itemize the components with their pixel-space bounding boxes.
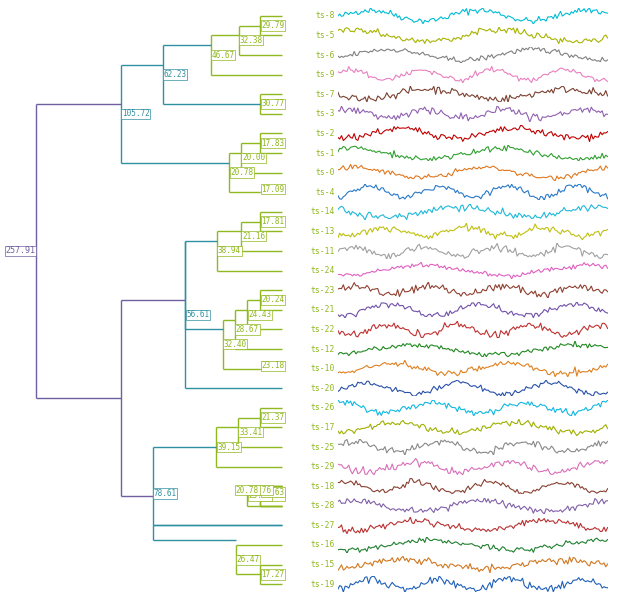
- Text: 21.37: 21.37: [262, 413, 285, 422]
- Text: 23.18: 23.18: [262, 361, 285, 370]
- Text: ts-12: ts-12: [311, 344, 335, 353]
- Text: 33.41: 33.41: [239, 428, 262, 437]
- Text: 17.83: 17.83: [262, 139, 285, 148]
- Text: 21.16: 21.16: [242, 232, 265, 241]
- Text: ts-15: ts-15: [311, 560, 335, 569]
- Text: ts-22: ts-22: [311, 325, 335, 334]
- Text: ts-14: ts-14: [311, 207, 335, 216]
- Text: 28.67: 28.67: [236, 325, 259, 334]
- Text: 20.78: 20.78: [236, 485, 259, 494]
- Text: ts-11: ts-11: [311, 247, 335, 256]
- Text: ts-24: ts-24: [311, 266, 335, 275]
- Text: 32.38: 32.38: [239, 36, 263, 45]
- Text: ts-20: ts-20: [311, 384, 335, 392]
- Text: ts-18: ts-18: [311, 482, 335, 491]
- Text: 17.81: 17.81: [262, 217, 285, 226]
- Text: ts-5: ts-5: [316, 31, 335, 40]
- Text: ts-29: ts-29: [311, 462, 335, 471]
- Text: 20.00: 20.00: [242, 154, 265, 163]
- Text: ts-7: ts-7: [316, 89, 335, 98]
- Text: 62.23: 62.23: [164, 70, 187, 79]
- Text: 105.72: 105.72: [122, 109, 149, 118]
- Text: 17.09: 17.09: [262, 185, 285, 194]
- Text: ts-26: ts-26: [311, 403, 335, 412]
- Text: ts-21: ts-21: [311, 305, 335, 314]
- Text: 78.61: 78.61: [153, 489, 177, 498]
- Text: 38.94: 38.94: [218, 247, 241, 256]
- Text: ts-2: ts-2: [316, 129, 335, 138]
- Text: ts-23: ts-23: [311, 286, 335, 295]
- Text: 257.91: 257.91: [5, 247, 35, 256]
- Text: 20.24: 20.24: [262, 295, 285, 304]
- Text: ts-1: ts-1: [316, 148, 335, 157]
- Text: 23.63: 23.63: [262, 491, 285, 500]
- Text: 46.67: 46.67: [212, 50, 235, 59]
- Text: ts-8: ts-8: [316, 11, 335, 20]
- Text: ts-17: ts-17: [311, 423, 335, 432]
- Text: 39.15: 39.15: [217, 442, 241, 451]
- Text: ts-27: ts-27: [311, 521, 335, 530]
- Text: 26.47: 26.47: [237, 555, 260, 564]
- Text: 56.61: 56.61: [186, 310, 210, 319]
- Text: 25.76: 25.76: [249, 485, 272, 494]
- Text: 20.78: 20.78: [231, 168, 254, 177]
- Text: ts-16: ts-16: [311, 541, 335, 550]
- Text: 25.76: 25.76: [248, 491, 272, 500]
- Text: ts-6: ts-6: [316, 50, 335, 59]
- Text: 30.77: 30.77: [262, 100, 285, 109]
- Text: ts-4: ts-4: [316, 188, 335, 197]
- Text: 24.43: 24.43: [248, 310, 272, 319]
- Text: 29.79: 29.79: [262, 21, 285, 30]
- Text: ts-25: ts-25: [311, 443, 335, 451]
- Text: ts-28: ts-28: [311, 501, 335, 510]
- Text: 32.40: 32.40: [223, 340, 247, 349]
- Text: ts-13: ts-13: [311, 227, 335, 236]
- Text: ts-9: ts-9: [316, 70, 335, 79]
- Text: ts-19: ts-19: [311, 580, 335, 589]
- Text: ts-3: ts-3: [316, 109, 335, 118]
- Text: ts-10: ts-10: [311, 364, 335, 373]
- Text: 23.63: 23.63: [262, 488, 285, 497]
- Text: 17.27: 17.27: [262, 570, 285, 579]
- Text: ts-0: ts-0: [316, 168, 335, 177]
